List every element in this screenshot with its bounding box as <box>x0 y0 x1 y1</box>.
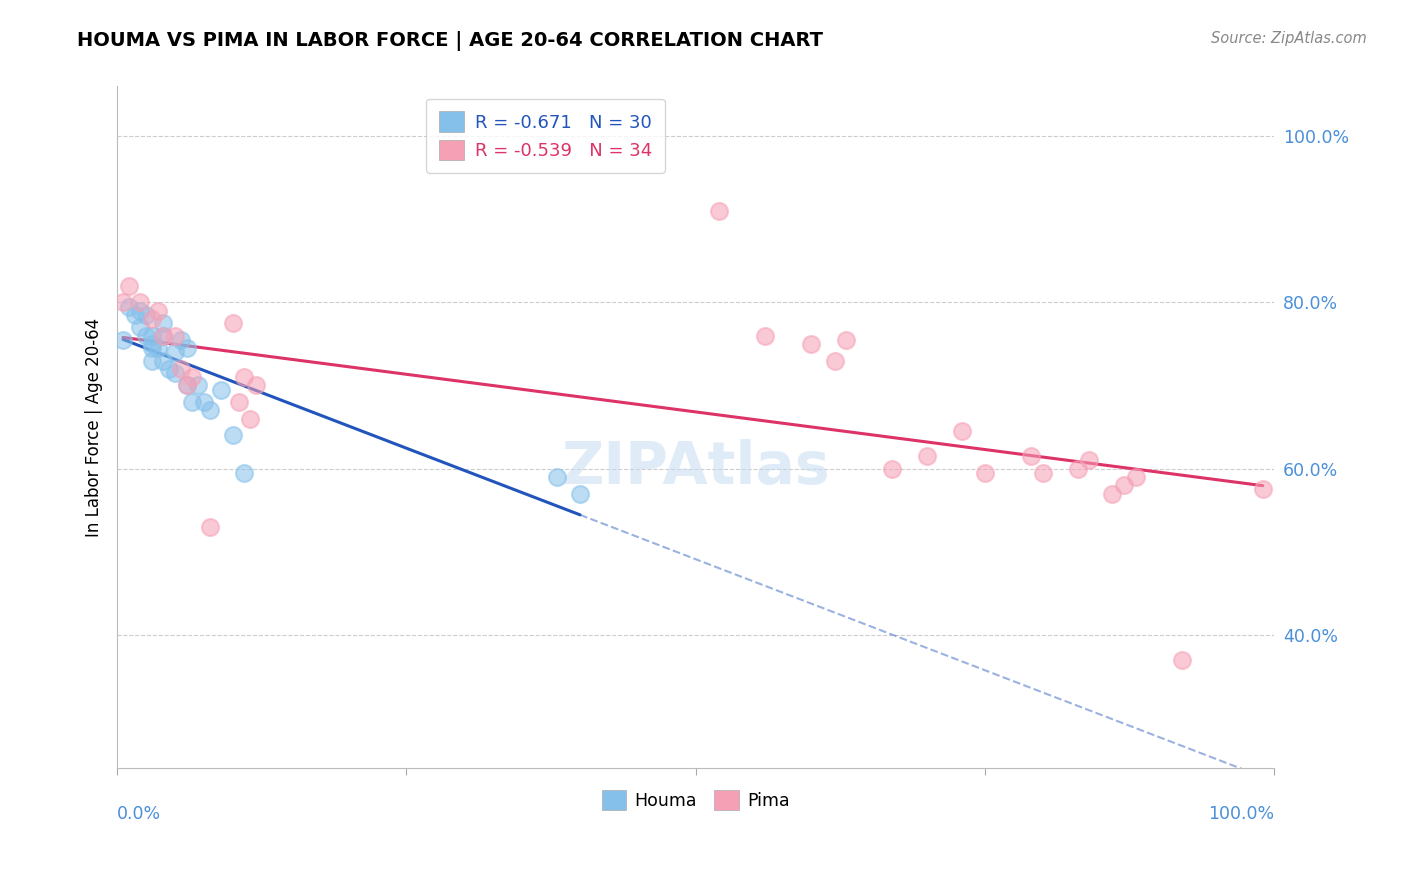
Point <box>233 370 256 384</box>
Point <box>222 316 245 330</box>
Point <box>1125 470 1147 484</box>
Point <box>754 328 776 343</box>
Point <box>569 486 592 500</box>
Text: HOUMA VS PIMA IN LABOR FORCE | AGE 20-64 CORRELATION CHART: HOUMA VS PIMA IN LABOR FORCE | AGE 20-64… <box>77 31 824 51</box>
Point <box>165 328 187 343</box>
Point <box>1101 486 1123 500</box>
Point <box>129 320 152 334</box>
Point <box>111 333 134 347</box>
Point <box>135 328 157 343</box>
Point <box>239 411 262 425</box>
Point <box>111 295 134 310</box>
Point <box>181 370 204 384</box>
Text: 0.0%: 0.0% <box>117 805 162 823</box>
Point <box>1066 461 1088 475</box>
Y-axis label: In Labor Force | Age 20-64: In Labor Force | Age 20-64 <box>86 318 103 537</box>
Point <box>165 345 187 359</box>
Point <box>974 466 997 480</box>
Point <box>129 303 152 318</box>
Point <box>835 333 858 347</box>
Point <box>193 395 215 409</box>
Point <box>707 204 730 219</box>
Text: Source: ZipAtlas.com: Source: ZipAtlas.com <box>1211 31 1367 46</box>
Point <box>135 308 157 322</box>
Point <box>152 316 174 330</box>
Point <box>950 424 973 438</box>
Point <box>165 366 187 380</box>
Text: ZIPAtlas: ZIPAtlas <box>561 440 830 497</box>
Point <box>1251 483 1274 497</box>
Point <box>141 353 163 368</box>
Point <box>124 308 146 322</box>
Point <box>181 395 204 409</box>
Point <box>152 328 174 343</box>
Point <box>1078 453 1101 467</box>
Point <box>176 378 198 392</box>
Point <box>228 395 250 409</box>
Point <box>141 337 163 351</box>
Point <box>187 378 209 392</box>
Point <box>233 466 256 480</box>
Point <box>198 403 221 417</box>
Point <box>129 295 152 310</box>
Point <box>118 278 141 293</box>
Point <box>141 341 163 355</box>
Point <box>146 303 169 318</box>
Point <box>152 353 174 368</box>
Point <box>176 341 198 355</box>
Point <box>1032 466 1054 480</box>
Point <box>152 328 174 343</box>
Point <box>146 341 169 355</box>
Point <box>141 328 163 343</box>
Point <box>1171 653 1194 667</box>
Point <box>915 449 938 463</box>
Point <box>546 470 568 484</box>
Point <box>170 333 193 347</box>
Point <box>245 378 267 392</box>
Legend: Houma, Pima: Houma, Pima <box>595 783 797 817</box>
Point <box>1021 449 1043 463</box>
Point <box>209 383 232 397</box>
Point <box>824 353 846 368</box>
Point <box>1112 478 1135 492</box>
Point <box>222 428 245 442</box>
Point <box>141 312 163 326</box>
Point <box>882 461 904 475</box>
Point <box>198 520 221 534</box>
Point <box>118 300 141 314</box>
Point <box>157 362 180 376</box>
Text: 100.0%: 100.0% <box>1208 805 1274 823</box>
Point <box>800 337 823 351</box>
Point <box>170 362 193 376</box>
Point <box>176 378 198 392</box>
